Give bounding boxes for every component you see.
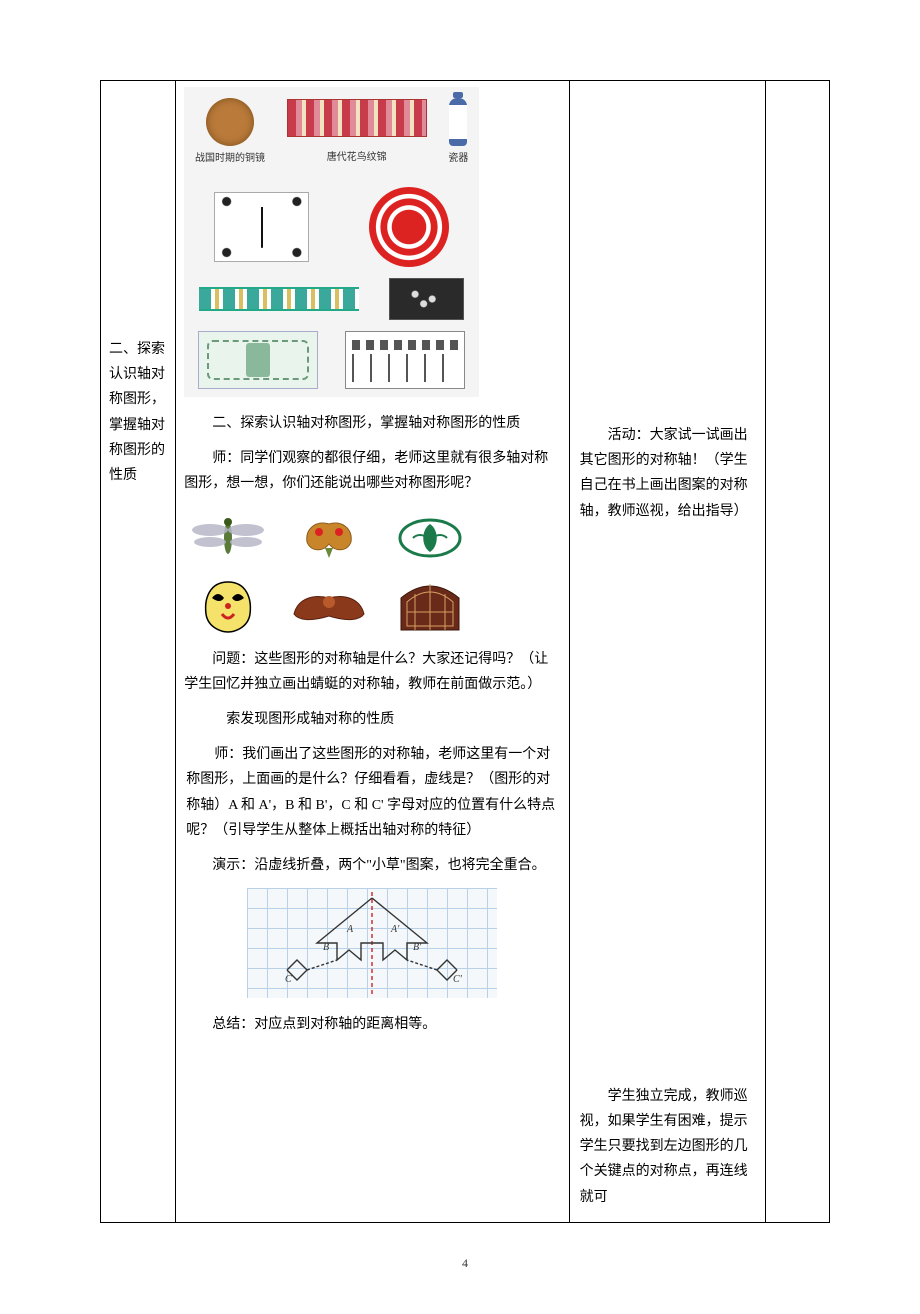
artifact-gallery: 战国时期的铜镜 唐代花鸟纹锦 瓷器 (184, 87, 479, 397)
paragraph-summary: 总结：对应点到对称轴的距离相等。 (184, 1012, 560, 1037)
artifact-coin: 战国时期的铜镜 (195, 98, 265, 168)
papercut-icon (369, 187, 449, 267)
border-strip-icon (199, 287, 359, 311)
coin-icon (206, 98, 254, 146)
paragraph-question: 问题：这些图形的对称轴是什么？大家还记得吗？（让学生回忆并独立画出蜻蜓的对称轴，… (184, 647, 560, 697)
vase-label: 瓷器 (448, 150, 468, 168)
label-B2: B' (413, 942, 422, 953)
symmetry-examples-gallery (184, 507, 474, 637)
paragraph-teacher-2: 师：我们画出了这些图形的对称轴，老师这里有一个对称图形，上面画的是什么？仔细看看… (186, 742, 558, 843)
label-B: B (323, 942, 329, 953)
empty-cell (766, 81, 830, 1223)
paragraph-demo: 演示：沿虚线折叠，两个"小草"图案，也将完全重合。 (184, 853, 560, 878)
architecture-1-icon (198, 331, 318, 389)
architecture-2-icon (345, 331, 465, 389)
lesson-plan-table: 二、探索认识轴对称图形，掌握轴对称图形的性质 战国时期的铜镜 唐代花鸟纹锦 瓷器 (100, 80, 830, 1223)
label-A2: A' (390, 924, 400, 935)
leaf-logo-icon (395, 514, 465, 562)
artifact-vase: 瓷器 (448, 98, 468, 168)
lattice-window-icon (395, 578, 465, 634)
opera-mask-icon (198, 578, 258, 634)
heading-2: 二、探索认识轴对称图形，掌握轴对称图形的性质 (184, 411, 560, 436)
dragonfly-icon (188, 514, 268, 562)
pattern-blackwhite-icon (214, 192, 309, 262)
label-C2: C' (453, 974, 463, 985)
section-label-cell: 二、探索认识轴对称图形，掌握轴对称图形的性质 (101, 81, 176, 1223)
textile-icon (287, 99, 427, 137)
main-content-cell: 战国时期的铜镜 唐代花鸟纹锦 瓷器 (176, 81, 569, 1223)
textile-label: 唐代花鸟纹锦 (327, 149, 387, 167)
paragraph-discovery: 索发现图形成轴对称的性质 (184, 707, 560, 732)
label-C: C (285, 974, 292, 985)
table-row: 二、探索认识轴对称图形，掌握轴对称图形的性质 战国时期的铜镜 唐代花鸟纹锦 瓷器 (101, 81, 830, 1223)
guidance-text: 学生独立完成，教师巡视，如果学生有困难，提示学生只要找到左边图形的几个关键点的对… (580, 1084, 756, 1210)
paragraph-teacher-1: 师：同学们观察的都很仔细，老师这里就有很多轴对称图形，想一想，你们还能说出哪些对… (184, 446, 560, 496)
vase-icon (449, 98, 467, 146)
wood-ornament-icon (284, 584, 374, 628)
photo-thumb-icon (389, 278, 464, 320)
artifact-textile: 唐代花鸟纹锦 (287, 99, 427, 167)
label-A: A (346, 924, 354, 935)
page-number: 4 (100, 1253, 830, 1275)
double-bird-icon (289, 514, 369, 562)
coin-label: 战国时期的铜镜 (195, 150, 265, 168)
symmetry-grid-diagram: A A' B B' C C' (247, 888, 497, 998)
activity-cell: 活动：大家试一试画出其它图形的对称轴！（学生自己在书上画出图案的对称轴，教师巡视… (569, 81, 766, 1223)
activity-text: 活动：大家试一试画出其它图形的对称轴！（学生自己在书上画出图案的对称轴，教师巡视… (580, 423, 756, 524)
section-label: 二、探索认识轴对称图形，掌握轴对称图形的性质 (109, 87, 167, 488)
